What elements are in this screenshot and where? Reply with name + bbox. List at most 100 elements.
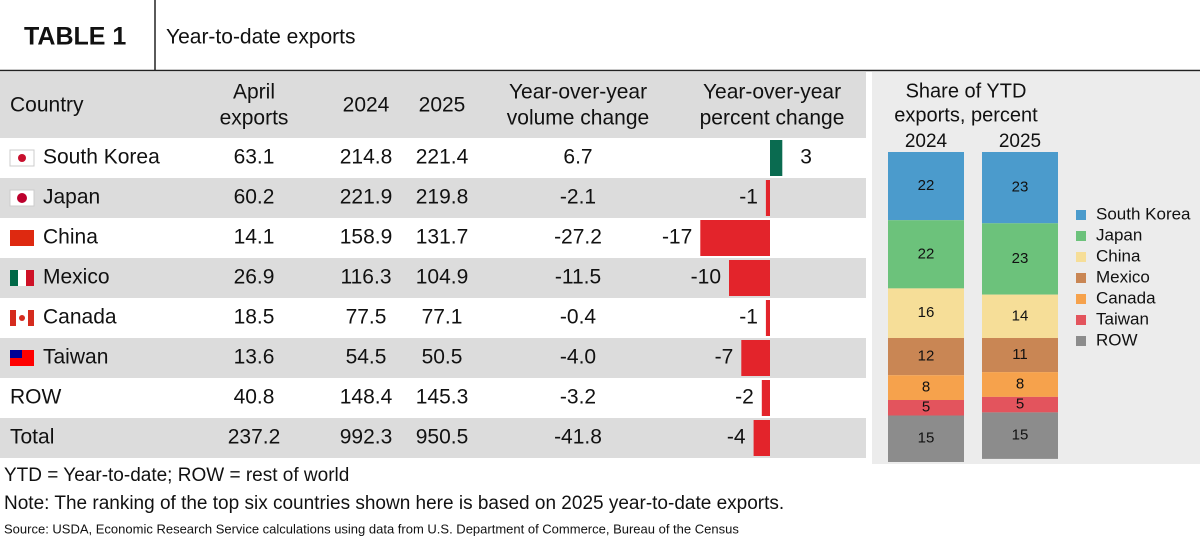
share-label: 22	[918, 245, 935, 262]
share-segment	[982, 372, 1058, 397]
flag	[18, 270, 26, 286]
cell: 50.5	[422, 346, 463, 369]
share-label: 23	[1012, 250, 1029, 267]
legend-label: Canada	[1096, 288, 1156, 307]
cell: 950.5	[416, 426, 469, 449]
share-label: 16	[918, 304, 935, 321]
percent-bar	[761, 380, 770, 416]
source: Source: USDA, Economic Research Service …	[4, 521, 739, 536]
legend-label: South Korea	[1096, 204, 1191, 223]
table-head-bg	[0, 72, 866, 138]
legend-label: Mexico	[1096, 267, 1150, 286]
row-bg	[0, 178, 866, 218]
share-label: 15	[918, 430, 935, 447]
percent-bar	[753, 420, 770, 456]
share-segment	[982, 412, 1058, 459]
share-segment	[982, 338, 1058, 373]
percent-label: -1	[739, 186, 758, 209]
share-segment	[982, 294, 1058, 338]
cell: -2.1	[560, 186, 596, 209]
percent-label: -2	[735, 386, 754, 409]
table-label: TABLE 1	[24, 23, 126, 51]
cell: -3.2	[560, 386, 596, 409]
share-segment	[888, 375, 964, 400]
flag	[17, 193, 27, 203]
flag	[10, 310, 16, 326]
cell: 77.1	[422, 306, 463, 329]
legend-swatch	[1076, 231, 1086, 241]
share-segment	[982, 152, 1058, 224]
country: ROW	[10, 386, 62, 409]
cell: 145.3	[416, 386, 469, 409]
cell: 992.3	[340, 426, 393, 449]
share-segment	[888, 338, 964, 376]
flag	[10, 230, 34, 246]
share-segment	[888, 288, 964, 338]
cell: 18.5	[234, 306, 275, 329]
country: Total	[10, 426, 54, 449]
share-label: 8	[1016, 375, 1024, 392]
column-header: exports	[220, 107, 289, 130]
row-bg	[0, 378, 866, 418]
cell: 131.7	[416, 226, 469, 249]
percent-label: 3	[800, 146, 812, 169]
legend-label: ROW	[1096, 330, 1138, 349]
cell: 158.9	[340, 226, 393, 249]
share-label: 5	[1016, 396, 1024, 413]
note: YTD = Year-to-date; ROW = rest of world	[4, 465, 349, 486]
country: South Korea	[43, 146, 160, 169]
row-bg	[0, 298, 866, 338]
cell: -0.4	[560, 306, 597, 329]
cell: 6.7	[563, 146, 592, 169]
flag	[18, 154, 26, 162]
percent-bar	[729, 260, 770, 296]
legend-label: Taiwan	[1096, 309, 1149, 328]
column-header: Year-over-year	[509, 81, 647, 104]
percent-bar	[741, 340, 770, 376]
percent-label: -4	[727, 426, 746, 449]
flag-icon	[9, 189, 35, 207]
legend-swatch	[1076, 252, 1086, 262]
flag-icon	[9, 149, 35, 167]
cell: 116.3	[341, 266, 392, 289]
cell: 13.6	[234, 346, 275, 369]
cell: 221.9	[340, 186, 393, 209]
percent-label: -17	[662, 226, 692, 249]
flag	[28, 310, 34, 326]
share-label: 5	[922, 399, 930, 416]
flag	[26, 270, 34, 286]
note: Note: The ranking of the top six countri…	[4, 493, 784, 514]
column-header: Year-over-year	[703, 81, 841, 104]
flag-icon	[10, 230, 34, 246]
country: Mexico	[43, 266, 110, 289]
cell: 214.8	[340, 146, 393, 169]
cell: 221.4	[416, 146, 469, 169]
cell: 237.2	[228, 426, 281, 449]
year-label: 2024	[905, 131, 948, 152]
legend-label: China	[1096, 246, 1141, 265]
share-label: 22	[918, 177, 935, 194]
country: Taiwan	[43, 346, 108, 369]
legend-label: Japan	[1096, 225, 1142, 244]
cell: -4.0	[560, 346, 596, 369]
cell: 26.9	[234, 266, 275, 289]
percent-label: -7	[715, 346, 734, 369]
cell: -41.8	[554, 426, 602, 449]
legend-swatch	[1076, 210, 1086, 220]
share-segment	[888, 415, 964, 462]
share-label: 12	[918, 348, 935, 365]
year-label: 2025	[999, 131, 1041, 152]
share-label: 15	[1012, 427, 1029, 444]
legend-swatch	[1076, 315, 1086, 325]
share-label: 8	[922, 379, 930, 396]
country: Canada	[43, 306, 117, 329]
row-bg	[0, 418, 866, 458]
column-header: volume change	[507, 107, 649, 130]
share-label: 23	[1012, 179, 1029, 196]
column-header: 2025	[419, 94, 466, 117]
column-header: percent change	[700, 107, 845, 130]
flag-icon	[10, 350, 34, 366]
flag-icon	[10, 310, 34, 326]
flag	[10, 350, 22, 358]
